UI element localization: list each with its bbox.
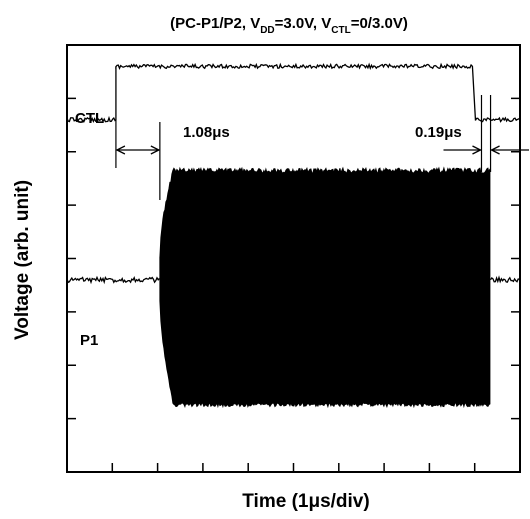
turn-off-delay-label: 0.19μs xyxy=(415,124,462,141)
plot-frame xyxy=(66,44,521,473)
turn-off-arrow-head-right xyxy=(490,145,500,155)
series-label-ctl: CTL xyxy=(75,110,104,127)
turn-off-arrow-head-left xyxy=(472,145,482,155)
trace-p1-baseline-right xyxy=(489,275,520,284)
trace-ctl xyxy=(66,62,521,124)
trace-p1-burst xyxy=(159,166,491,409)
x-axis-label: Time (1μs/div) xyxy=(242,491,369,512)
turn-on-arrow-head-left xyxy=(115,145,126,155)
turn-on-delay-label: 1.08μs xyxy=(183,124,230,141)
series-label-p1: P1 xyxy=(80,332,98,349)
y-axis-label: Voltage (arb. unit) xyxy=(12,180,33,340)
traces xyxy=(66,62,521,409)
turn-on-arrow-head-right xyxy=(150,145,161,155)
trace-p1-baseline-left xyxy=(66,275,160,285)
annotations xyxy=(115,95,529,200)
chart-title: (PC-P1/P2, VDD=3.0V, VCTL=0/3.0V) xyxy=(170,15,408,36)
axis-ticks xyxy=(67,97,520,472)
